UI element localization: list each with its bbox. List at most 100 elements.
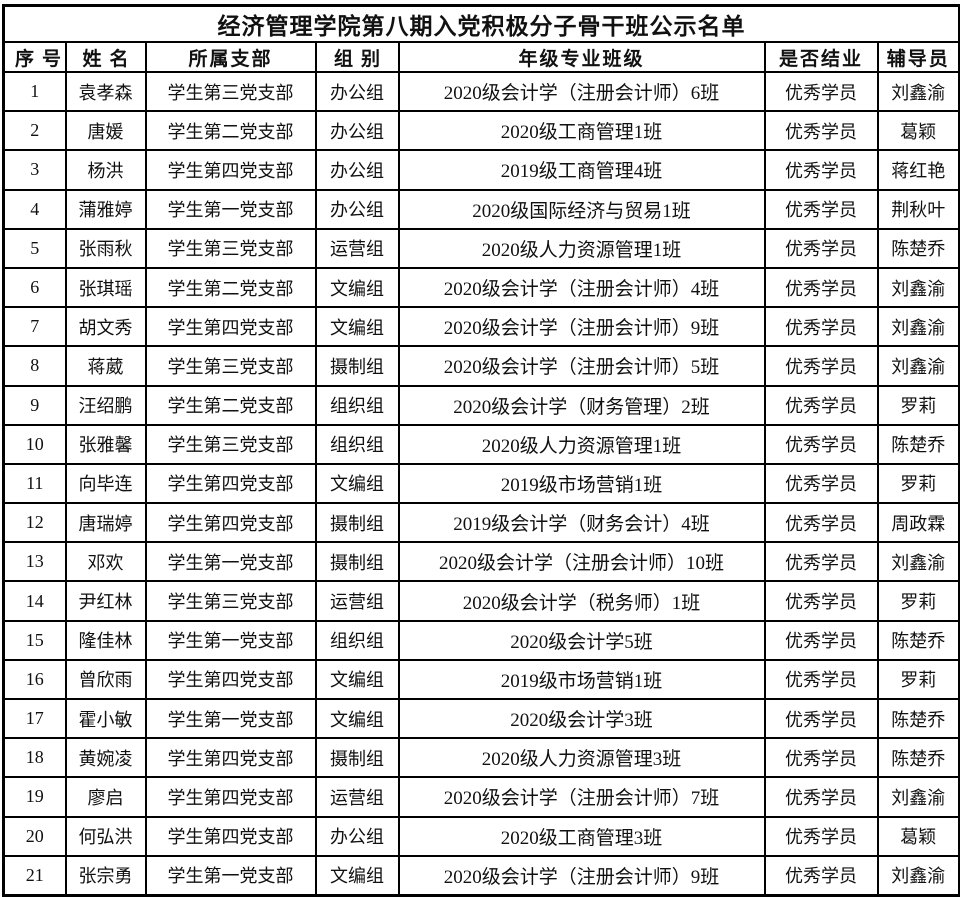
cell-index: 14: [2, 580, 67, 622]
cell-status: 优秀学员: [763, 854, 879, 897]
cell-name: 杨洪: [64, 149, 147, 191]
cell-name: 汪绍鹏: [64, 384, 147, 426]
table-row: 20 何弘洪 学生第四党支部 办公组 2020级工商管理3班 优秀学员 葛颖: [2, 815, 960, 857]
cell-status: 优秀学员: [763, 776, 879, 818]
cell-group: 文编组: [314, 658, 400, 701]
cell-branch: 学生第四党支部: [144, 776, 317, 818]
cell-group: 组织组: [314, 423, 400, 465]
cell-counselor: 葛颖: [876, 815, 960, 857]
cell-branch: 学生第一党支部: [144, 619, 317, 661]
cell-branch: 学生第四党支部: [144, 502, 317, 544]
table-row: 19 廖启 学生第四党支部 运营组 2020级会计学（注册会计师）7班 优秀学员 刘鑫渝: [2, 776, 960, 818]
cell-counselor: 罗莉: [876, 462, 960, 505]
column-header-counselor: 辅导员: [876, 41, 960, 73]
cell-group: 摄制组: [314, 737, 400, 779]
cell-name: 霍小敏: [64, 697, 147, 740]
table-row: 15 隆佳林 学生第一党支部 组织组 2020级会计学5班 优秀学员 陈楚乔: [2, 619, 960, 661]
cell-group: 办公组: [314, 815, 400, 857]
cell-group: 文编组: [314, 462, 400, 505]
cell-status: 优秀学员: [763, 188, 879, 230]
cell-index: 9: [2, 384, 67, 426]
cell-index: 8: [2, 345, 67, 387]
cell-group: 运营组: [314, 776, 400, 818]
cell-status: 优秀学员: [763, 658, 879, 701]
cell-name: 隆佳林: [64, 619, 147, 661]
cell-branch: 学生第四党支部: [144, 306, 317, 348]
cell-index: 3: [2, 149, 67, 191]
cell-status: 优秀学员: [763, 462, 879, 505]
cell-index: 4: [2, 188, 67, 230]
cell-index: 12: [2, 502, 67, 544]
cell-branch: 学生第三党支部: [144, 70, 317, 113]
cell-group: 运营组: [314, 580, 400, 622]
cell-status: 优秀学员: [763, 70, 879, 113]
cell-name: 张宗勇: [64, 854, 147, 897]
cell-name: 廖启: [64, 776, 147, 818]
cell-counselor: 荆秋叶: [876, 188, 960, 230]
table-row: 8 蒋葳 学生第三党支部 摄制组 2020级会计学（注册会计师）5班 优秀学员 刘鑫渝: [2, 345, 960, 387]
cell-name: 向毕连: [64, 462, 147, 505]
roster-table: 经济管理学院第八期入党积极分子骨干班公示名单 序号 姓名 所属支部 组别 年级专…: [2, 4, 960, 897]
cell-name: 张雅馨: [64, 423, 147, 465]
cell-class: 2020级会计学（注册会计师）9班: [397, 306, 766, 348]
cell-counselor: 陈楚乔: [876, 423, 960, 465]
cell-branch: 学生第二党支部: [144, 110, 317, 152]
cell-group: 办公组: [314, 110, 400, 152]
cell-counselor: 刘鑫渝: [876, 345, 960, 387]
cell-counselor: 葛颖: [876, 110, 960, 152]
cell-group: 组织组: [314, 619, 400, 661]
column-header-branch: 所属支部: [144, 41, 317, 73]
table-row: 17 霍小敏 学生第一党支部 文编组 2020级会计学3班 优秀学员 陈楚乔: [2, 697, 960, 740]
cell-class: 2019级工商管理4班: [397, 149, 766, 191]
cell-counselor: 陈楚乔: [876, 697, 960, 740]
cell-counselor: 罗莉: [876, 580, 960, 622]
cell-name: 袁孝森: [64, 70, 147, 113]
cell-index: 5: [2, 227, 67, 269]
table-row: 13 邓欢 学生第一党支部 摄制组 2020级会计学（注册会计师）10班 优秀学员 刘鑫渝: [2, 541, 960, 583]
table-row: 2 唐媛 学生第二党支部 办公组 2020级工商管理1班 优秀学员 葛颖: [2, 110, 960, 152]
cell-class: 2020级会计学（注册会计师）7班: [397, 776, 766, 818]
cell-group: 摄制组: [314, 345, 400, 387]
cell-name: 曾欣雨: [64, 658, 147, 701]
cell-status: 优秀学员: [763, 580, 879, 622]
cell-branch: 学生第二党支部: [144, 384, 317, 426]
cell-counselor: 刘鑫渝: [876, 854, 960, 897]
table-row: 18 黄婉凌 学生第四党支部 摄制组 2020级人力资源管理3班 优秀学员 陈楚乔: [2, 737, 960, 779]
cell-name: 黄婉凌: [64, 737, 147, 779]
cell-name: 蒋葳: [64, 345, 147, 387]
table-row: 4 蒲雅婷 学生第一党支部 办公组 2020级国际经济与贸易1班 优秀学员 荆秋叶: [2, 188, 960, 230]
column-header-group: 组别: [314, 41, 400, 73]
cell-class: 2020级会计学（注册会计师）4班: [397, 266, 766, 309]
cell-status: 优秀学员: [763, 815, 879, 857]
cell-index: 11: [2, 462, 67, 505]
column-header-status: 是否结业: [763, 41, 879, 73]
cell-group: 摄制组: [314, 541, 400, 583]
cell-name: 何弘洪: [64, 815, 147, 857]
cell-counselor: 刘鑫渝: [876, 306, 960, 348]
table-row: 9 汪绍鹏 学生第二党支部 组织组 2020级会计学（财务管理）2班 优秀学员 罗莉: [2, 384, 960, 426]
cell-class: 2020级工商管理3班: [397, 815, 766, 857]
title-row: 经济管理学院第八期入党积极分子骨干班公示名单: [2, 4, 960, 43]
cell-status: 优秀学员: [763, 541, 879, 583]
table-row: 21 张宗勇 学生第一党支部 文编组 2020级会计学（注册会计师）9班 优秀学员 刘鑫渝: [2, 854, 960, 897]
table-row: 11 向毕连 学生第四党支部 文编组 2019级市场营销1班 优秀学员 罗莉: [2, 462, 960, 505]
cell-counselor: 罗莉: [876, 384, 960, 426]
cell-name: 邓欢: [64, 541, 147, 583]
cell-group: 文编组: [314, 266, 400, 309]
cell-class: 2019级会计学（财务会计）4班: [397, 502, 766, 544]
column-header-index: 序号: [2, 41, 67, 73]
cell-index: 21: [2, 854, 67, 897]
cell-group: 办公组: [314, 149, 400, 191]
cell-index: 10: [2, 423, 67, 465]
cell-name: 唐瑞婷: [64, 502, 147, 544]
cell-group: 运营组: [314, 227, 400, 269]
cell-class: 2020级会计学（注册会计师）9班: [397, 854, 766, 897]
cell-branch: 学生第二党支部: [144, 266, 317, 309]
cell-name: 张琪瑶: [64, 266, 147, 309]
cell-index: 20: [2, 815, 67, 857]
cell-status: 优秀学员: [763, 502, 879, 544]
column-header-name: 姓名: [64, 41, 147, 73]
table-row: 7 胡文秀 学生第四党支部 文编组 2020级会计学（注册会计师）9班 优秀学员 刘鑫渝: [2, 306, 960, 348]
cell-counselor: 蒋红艳: [876, 149, 960, 191]
